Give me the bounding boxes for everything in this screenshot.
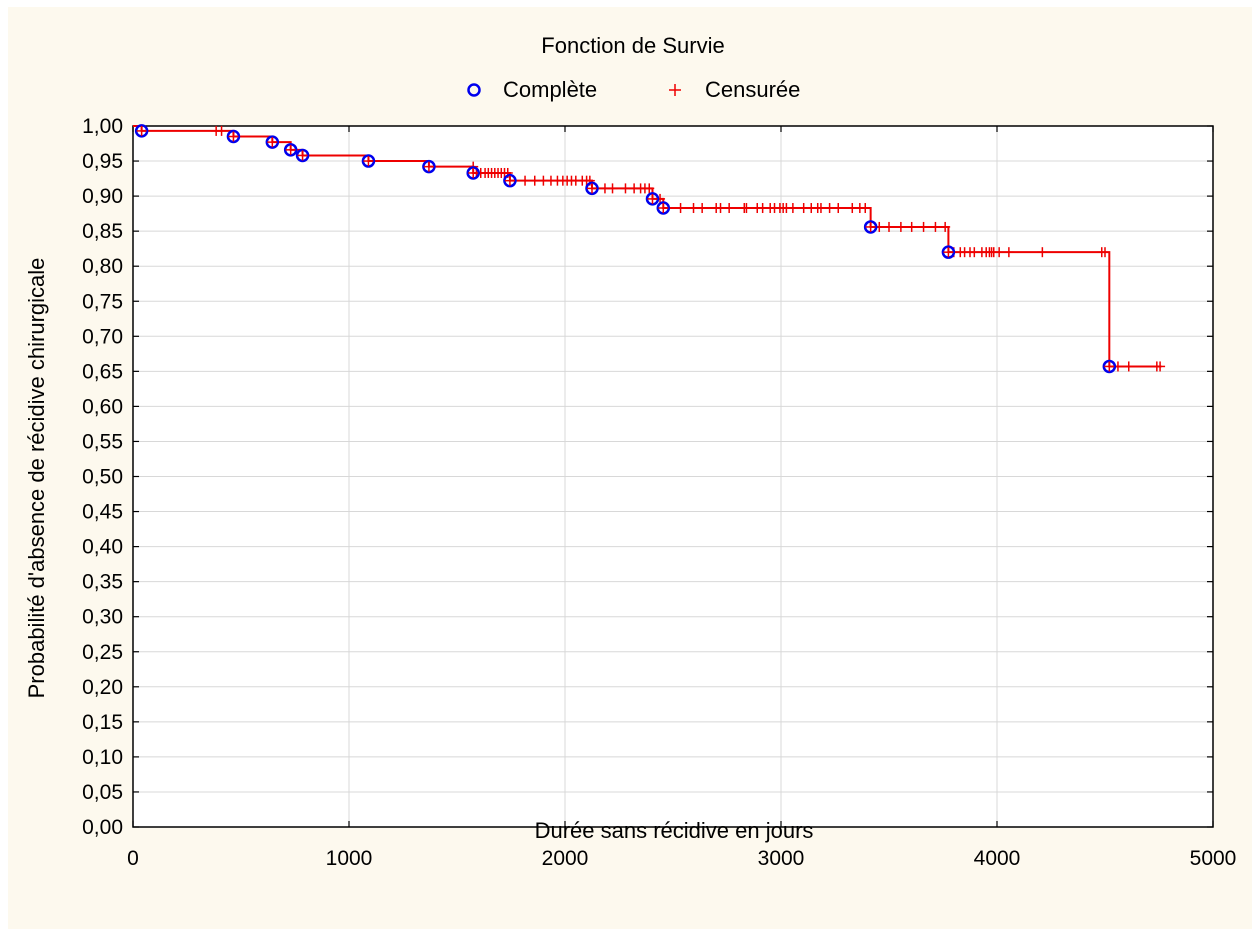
y-tick-label: 0,55 <box>82 430 123 453</box>
y-tick-label: 0,35 <box>82 571 123 594</box>
complete-marker-cross <box>267 137 278 148</box>
complete-marker <box>466 166 480 180</box>
complete-marker <box>295 148 310 163</box>
complete-marker <box>422 159 436 174</box>
censored-marker <box>216 125 227 136</box>
complete-marker-cross <box>136 125 147 136</box>
censored-marker <box>895 221 906 232</box>
complete-marker <box>585 181 599 196</box>
complete-marker-cross <box>228 131 239 142</box>
legend-complete-label: Complète <box>503 77 597 102</box>
censored-marker <box>906 221 917 232</box>
censored-marker <box>1100 247 1110 258</box>
y-tick-label: 0,70 <box>82 325 123 348</box>
complete-marker <box>645 192 660 206</box>
complete-marker <box>1102 359 1117 374</box>
y-tick-label: 0,50 <box>82 466 123 489</box>
censored-marker <box>697 203 708 214</box>
censored-marker <box>1155 361 1166 372</box>
y-tick-label: 1,00 <box>82 115 123 138</box>
censored-marker <box>884 221 894 232</box>
censored-marker <box>688 203 699 214</box>
complete-marker-cross <box>658 203 669 214</box>
complete-marker-cross <box>363 156 374 167</box>
y-tick-label: 0,90 <box>82 185 123 208</box>
y-tick-label: 0,30 <box>82 606 123 629</box>
censored-marker <box>824 203 835 214</box>
y-tick-label: 0,60 <box>82 395 123 418</box>
censored-marker <box>715 203 726 214</box>
complete-marker-cross <box>587 183 597 194</box>
complete-marker-cross <box>865 221 876 232</box>
complete-marker <box>134 124 149 138</box>
y-tick-label: 0,75 <box>82 290 123 313</box>
censored-marker <box>918 221 929 232</box>
censored-marker <box>644 183 655 194</box>
x-tick-label: 0 <box>127 847 139 870</box>
censored-marker <box>607 183 618 194</box>
censored-marker <box>787 203 798 214</box>
censored-marker <box>1123 361 1134 372</box>
y-tick-label: 0,05 <box>82 781 123 804</box>
complete-marker <box>503 173 517 188</box>
censored-marker <box>994 247 1005 258</box>
complete-marker <box>361 154 376 168</box>
y-tick-label: 0,40 <box>82 536 123 559</box>
censored-marker <box>620 183 631 194</box>
censored-marker <box>741 203 752 214</box>
y-tick-label: 0,10 <box>82 746 123 769</box>
y-tick-label: 0,85 <box>82 220 123 243</box>
y-tick-label: 0,15 <box>82 711 123 734</box>
y-tick-label: 0,65 <box>82 360 123 383</box>
x-tick-label: 2000 <box>542 847 589 870</box>
complete-marker-cross <box>504 175 515 186</box>
complete-marker-cross <box>647 193 658 204</box>
censored-marker <box>815 203 826 214</box>
censored-marker <box>529 175 540 186</box>
x-tick-label: 5000 <box>1190 847 1237 870</box>
censored-marker <box>833 203 844 214</box>
x-axis-title: Durée sans récidive en jours <box>535 818 814 843</box>
marker-layer <box>134 124 1166 374</box>
y-tick-label: 0,80 <box>82 255 123 278</box>
y-tick-label: 0,25 <box>82 641 123 664</box>
censored-marker <box>940 221 951 232</box>
censored-marker <box>860 203 871 214</box>
legend: Complète Censurée <box>467 77 800 102</box>
complete-marker <box>941 245 956 259</box>
complete-marker-cross <box>423 161 434 172</box>
complete-marker-cross <box>943 247 954 258</box>
censored-marker <box>1037 247 1048 258</box>
chart-title: Fonction de Survie <box>541 33 724 58</box>
y-tick-label: 0,45 <box>82 501 123 524</box>
grid-layer <box>133 126 1213 827</box>
censored-marker <box>930 221 941 232</box>
complete-marker-cross <box>285 144 296 155</box>
complete-marker <box>656 201 671 215</box>
complete-marker <box>226 129 241 144</box>
complete-marker <box>283 143 298 157</box>
complete-marker <box>863 220 878 234</box>
complete-marker <box>265 135 280 149</box>
axis-layer: 0,00 0,05 0,10 0,15 0,20 0,25 0,30 0,35 0,40 0,45… <box>82 115 1236 870</box>
legend-complete-marker <box>467 83 481 97</box>
complete-marker-cross <box>468 167 479 178</box>
censored-marker <box>675 203 686 214</box>
x-tick-label: 3000 <box>758 847 805 870</box>
censored-marker <box>724 203 735 214</box>
x-tick-label: 1000 <box>326 847 373 870</box>
censored-marker <box>1003 247 1014 258</box>
y-axis-title: Probabilité d'absence de récidive chirur… <box>24 258 49 699</box>
legend-censored-label: Censurée <box>705 77 800 102</box>
y-tick-label: 0,95 <box>82 150 123 173</box>
complete-marker-cross <box>1104 361 1115 372</box>
censored-marker <box>520 175 531 186</box>
y-tick-label: 0,00 <box>82 816 123 839</box>
y-tick-label: 0,20 <box>82 676 123 699</box>
legend-censored-marker <box>669 84 681 96</box>
x-tick-label: 4000 <box>974 847 1021 870</box>
complete-marker-cross <box>297 150 308 161</box>
